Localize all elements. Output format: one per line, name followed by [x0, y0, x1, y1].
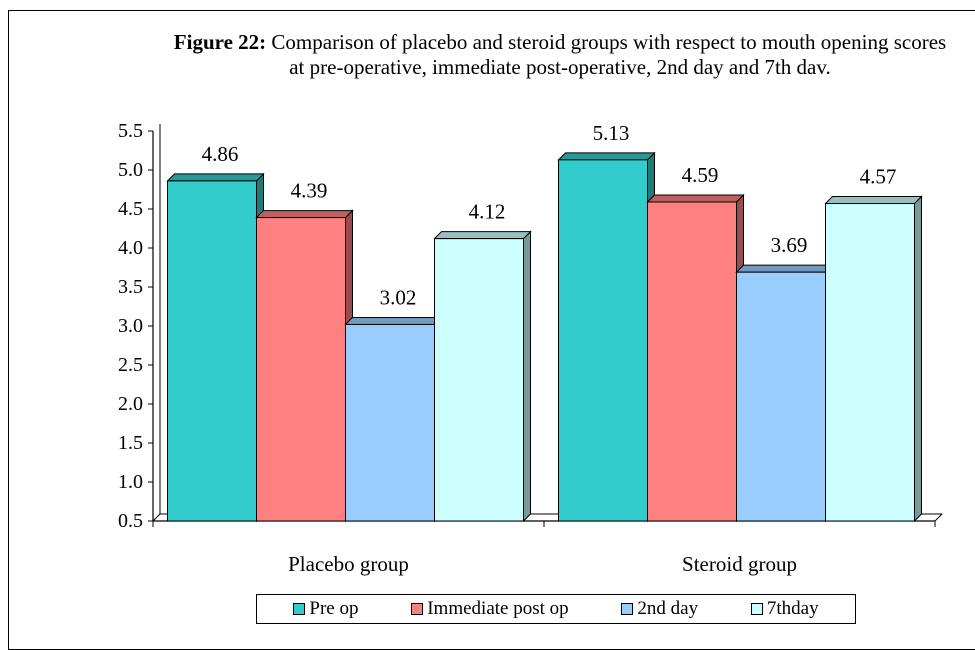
- floor-left-edge: [152, 513, 161, 522]
- data-label: 4.59: [682, 163, 719, 187]
- x-tick-label: Placebo group: [288, 552, 409, 576]
- legend-label-pre-op: Pre op: [309, 598, 359, 619]
- bar-top: [646, 194, 745, 203]
- bar: [256, 217, 346, 522]
- data-label: 4.39: [291, 179, 328, 203]
- legend-item-2nd-day: 2nd day: [621, 598, 698, 620]
- bar-top: [735, 264, 834, 273]
- bar: [434, 238, 524, 522]
- data-label: 3.02: [380, 285, 417, 309]
- y-tick-label: 1.0: [118, 471, 143, 493]
- bar-side: [523, 230, 531, 523]
- data-label: 4.86: [202, 142, 239, 166]
- legend-item-pre-op: Pre op: [293, 598, 358, 620]
- bar-top: [166, 173, 265, 182]
- bar-side: [914, 195, 922, 523]
- legend-swatch-pre-op: [293, 603, 306, 615]
- bar-top: [344, 316, 443, 325]
- bar-top: [433, 231, 532, 240]
- bar: [167, 180, 257, 522]
- y-tick-label: 4.5: [118, 198, 143, 220]
- y-tick-label: 3.0: [118, 315, 143, 337]
- data-label: 5.13: [593, 121, 630, 145]
- data-label: 4.57: [860, 165, 897, 189]
- floor-right-edge: [934, 513, 943, 522]
- y-tick-label: 1.5: [118, 432, 143, 454]
- bar: [736, 271, 826, 522]
- y-tick-label: 5.5: [118, 120, 143, 142]
- legend-item-immediate-post-op: Immediate post op: [411, 598, 569, 620]
- y-tick-label: 3.5: [118, 276, 143, 298]
- y-tick-label: 2.5: [118, 354, 143, 376]
- x-tick-label: Steroid group: [682, 552, 797, 576]
- legend-swatch-7th-day: [750, 603, 763, 615]
- bar: [558, 159, 648, 522]
- y-tick-label: 2.0: [118, 393, 143, 415]
- bar: [825, 203, 915, 522]
- legend-label-7th-day: 7thday: [766, 598, 819, 619]
- data-label: 4.12: [469, 200, 506, 224]
- y-tick-label: 5.0: [118, 159, 143, 181]
- y-tick-label: 4.0: [118, 237, 143, 259]
- y-tick-label: 0.5: [118, 510, 143, 532]
- bar-top: [557, 152, 656, 161]
- legend-swatch-immediate-post-op: [411, 603, 424, 615]
- legend-swatch-2nd-day: [621, 603, 634, 615]
- chart-title: Figure 22: Comparison of placebo and ste…: [170, 30, 950, 80]
- bar-top: [824, 196, 923, 205]
- legend: Pre op Immediate post op 2nd day 7thday: [256, 594, 856, 624]
- bar: [647, 201, 737, 522]
- legend-label-2nd-day: 2nd day: [637, 598, 699, 619]
- title-text: Comparison of placebo and steroid groups…: [266, 30, 947, 79]
- figure-number: Figure 22:: [173, 30, 267, 54]
- bar: [345, 323, 435, 522]
- legend-label-immediate-post-op: Immediate post op: [427, 598, 569, 619]
- legend-item-7th-day: 7thday: [750, 598, 819, 620]
- bar-top: [255, 210, 354, 219]
- data-label: 3.69: [771, 233, 808, 257]
